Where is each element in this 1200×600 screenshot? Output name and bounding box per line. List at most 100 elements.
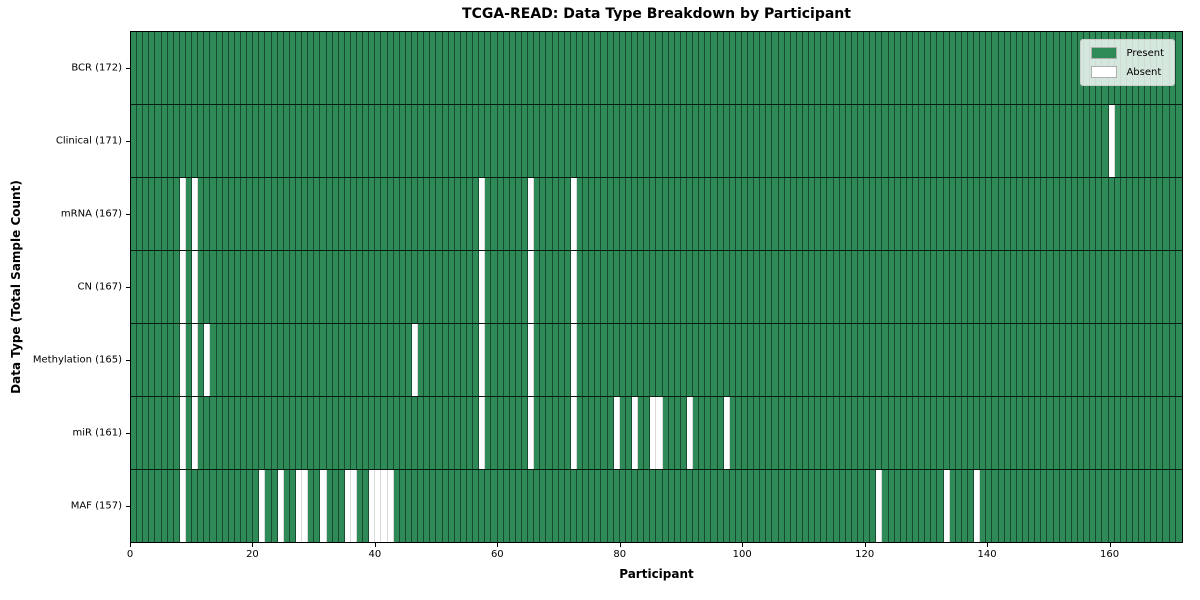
present-cell (1004, 251, 1011, 323)
present-cell (772, 178, 779, 250)
present-cell (711, 105, 718, 177)
present-cell (711, 397, 718, 469)
present-cell (967, 178, 975, 250)
present-cell (497, 178, 504, 250)
present-cell (240, 178, 248, 250)
present-cell (473, 324, 480, 396)
present-cell (210, 178, 217, 250)
present-cell (741, 105, 749, 177)
present-cell (1114, 324, 1121, 396)
present-cell (540, 251, 547, 323)
present-cell (1096, 105, 1103, 177)
present-cell (247, 178, 254, 250)
present-cell (1010, 251, 1017, 323)
present-cell (601, 32, 608, 104)
present-cell (858, 397, 865, 469)
present-cell (931, 251, 938, 323)
present-cell (1169, 397, 1176, 469)
present-cell (1090, 470, 1097, 542)
present-cell (674, 470, 681, 542)
present-cell (473, 105, 480, 177)
present-cell (192, 32, 199, 104)
present-cell (277, 397, 284, 469)
present-cell (1114, 105, 1121, 177)
present-cell (564, 32, 571, 104)
present-cell (1120, 397, 1127, 469)
present-cell (558, 470, 565, 542)
present-cell (668, 470, 675, 542)
present-cell (1169, 324, 1176, 396)
present-cell (522, 178, 529, 250)
present-cell (619, 32, 626, 104)
present-cell (1035, 251, 1042, 323)
present-cell (283, 397, 290, 469)
present-cell (253, 105, 260, 177)
absent-cell (350, 470, 358, 542)
present-cell (436, 324, 443, 396)
present-cell (894, 397, 901, 469)
present-cell (809, 178, 816, 250)
present-cell (295, 105, 303, 177)
present-cell (576, 470, 584, 542)
present-cell (1029, 324, 1036, 396)
present-cell (845, 105, 852, 177)
present-cell (552, 397, 559, 469)
present-cell (1090, 178, 1097, 250)
present-cell (882, 251, 889, 323)
present-cell (185, 105, 193, 177)
present-cell (210, 397, 217, 469)
absent-cell (369, 470, 376, 542)
present-cell (1053, 324, 1060, 396)
present-cell (558, 251, 565, 323)
present-cell (943, 324, 950, 396)
present-cell (735, 324, 742, 396)
present-cell (253, 178, 260, 250)
present-cell (454, 470, 461, 542)
present-cell (265, 324, 272, 396)
present-cell (858, 105, 865, 177)
present-cell (1004, 105, 1011, 177)
present-cell (247, 32, 254, 104)
xtick-mark (987, 543, 989, 547)
present-cell (894, 105, 901, 177)
present-cell (283, 105, 290, 177)
present-cell (289, 324, 296, 396)
present-cell (717, 178, 724, 250)
present-cell (1047, 324, 1054, 396)
present-cell (357, 397, 364, 469)
present-cell (485, 105, 492, 177)
present-cell (363, 470, 370, 542)
present-cell (631, 251, 639, 323)
present-cell (479, 32, 486, 104)
present-cell (204, 32, 211, 104)
present-cell (155, 251, 162, 323)
present-cell (906, 251, 913, 323)
present-cell (467, 397, 474, 469)
present-cell (992, 251, 999, 323)
present-cell (1114, 470, 1121, 542)
present-cell (552, 470, 559, 542)
present-cell (839, 397, 846, 469)
present-cell (925, 251, 932, 323)
present-cell (851, 105, 859, 177)
present-cell (332, 251, 339, 323)
present-cell (467, 251, 474, 323)
present-cell (686, 251, 694, 323)
present-cell (442, 397, 449, 469)
present-cell (974, 105, 981, 177)
absent-cell (570, 397, 577, 469)
matrix-row-maf (131, 470, 1182, 542)
present-cell (467, 470, 474, 542)
present-cell (540, 32, 547, 104)
present-cell (1029, 105, 1036, 177)
present-cell (1016, 397, 1023, 469)
present-cell (961, 105, 968, 177)
ytick-mark (126, 287, 130, 288)
present-cell (1077, 251, 1085, 323)
present-cell (833, 324, 840, 396)
xtick-label-100: 100 (732, 549, 752, 560)
present-cell (1035, 105, 1042, 177)
present-cell (1163, 324, 1170, 396)
present-cell (900, 470, 907, 542)
present-cell (473, 251, 480, 323)
